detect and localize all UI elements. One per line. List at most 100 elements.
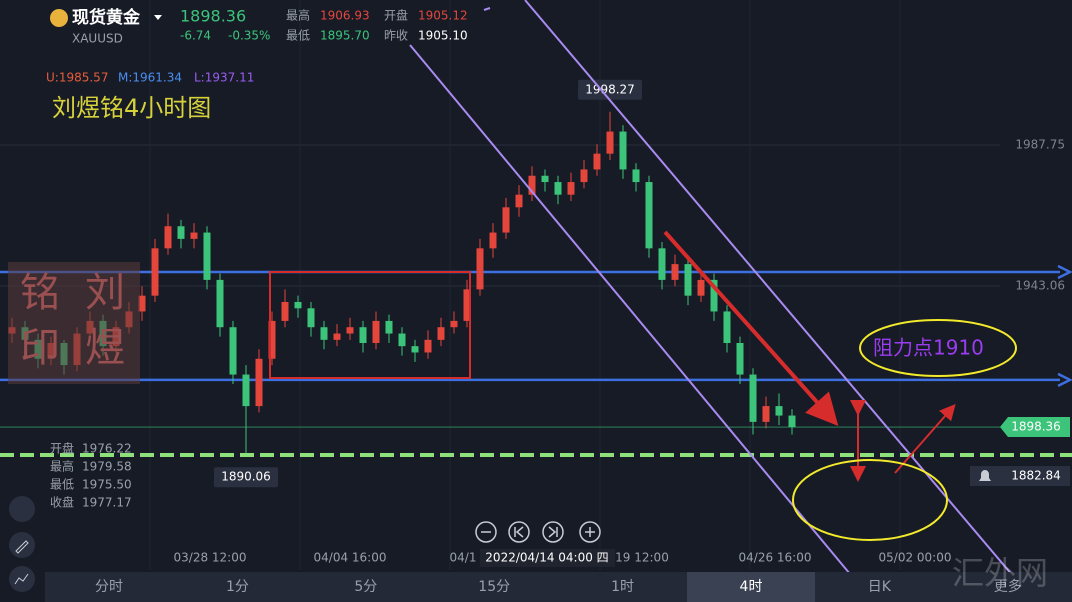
candle-body	[749, 374, 757, 422]
step-back[interactable]	[508, 521, 530, 543]
tab[interactable]: 1分	[226, 579, 249, 595]
stat-value: 1905.12	[418, 9, 468, 23]
stamp-char: 刘	[85, 270, 125, 316]
highlight-ellipse	[859, 319, 1017, 377]
candle-body	[216, 279, 224, 328]
candle-body	[190, 232, 198, 239]
y-tick-label: 1987.75	[1015, 137, 1065, 151]
ohlc-label: 最高	[50, 459, 74, 474]
candle-body	[411, 346, 419, 353]
ohlc-panel: 开盘 1976.22 最高 1979.58 最低 1975.50 收盘 1977…	[50, 441, 132, 510]
candle-body	[723, 311, 731, 343]
ohlc-value: 1977.17	[82, 496, 132, 510]
annotation: 阻力点1910	[873, 336, 984, 360]
crosshair-label-bg	[480, 549, 615, 567]
symbol: XAUUSD	[72, 32, 123, 46]
candle-body	[671, 264, 679, 280]
stat-label: 开盘	[384, 8, 408, 23]
stamp	[8, 262, 140, 384]
stat-value: 1905.10	[418, 29, 468, 43]
dropdown-arrow[interactable]	[154, 15, 162, 20]
candle-body	[658, 248, 666, 280]
tool-indicator[interactable]	[9, 566, 35, 592]
gold-icon	[50, 9, 68, 27]
tab[interactable]: 日K	[868, 579, 892, 595]
candle-body	[632, 169, 640, 183]
candle-body	[528, 175, 536, 195]
arrow	[894, 403, 956, 474]
candle-body	[359, 327, 367, 343]
watermark: 汇外网	[952, 554, 1048, 592]
candle-body	[645, 182, 653, 249]
range-box	[269, 271, 471, 379]
high-label: 1998.27	[585, 82, 635, 96]
candle-body	[333, 333, 341, 340]
tab[interactable]: 4时	[740, 579, 763, 595]
change-pct: -0.35%	[228, 29, 270, 43]
alert-tag[interactable]	[970, 466, 1070, 487]
tool-candles[interactable]	[9, 496, 35, 522]
ohlc-value: 1976.22	[82, 442, 132, 456]
candle-body	[489, 232, 497, 249]
zoom-out[interactable]	[475, 521, 497, 543]
candle-body	[788, 415, 796, 428]
candle-body	[164, 226, 172, 249]
x-tick-label: 04/04 16:00	[314, 551, 387, 565]
playback-controls	[475, 521, 601, 543]
candle-body	[138, 295, 146, 312]
tab-bar: 分时 1分 5分 15分 1时 4时 日K 更多	[45, 572, 1072, 602]
candle-body	[268, 320, 276, 359]
ohlc-value: 1975.50	[82, 478, 132, 492]
candle-body	[502, 207, 510, 233]
tab[interactable]: 15分	[478, 579, 510, 595]
candle-body	[151, 248, 159, 296]
candle-body	[372, 320, 380, 343]
stamp-char: 印	[20, 325, 60, 371]
price: 1898.36	[180, 7, 246, 26]
ohlc-label: 开盘	[50, 441, 74, 456]
ohlc-value: 1979.58	[82, 460, 132, 474]
candle-body	[476, 248, 484, 290]
change: -6.74	[180, 29, 211, 43]
candle-body	[593, 153, 601, 170]
candle-body	[684, 264, 692, 296]
stat-label: 昨收	[384, 29, 408, 43]
low-label: 1890.06	[221, 470, 271, 484]
instrument-name[interactable]: 现货黄金	[72, 7, 141, 28]
last-price: 1898.36	[1011, 420, 1061, 434]
candle-body	[567, 182, 575, 195]
boll-upper: U:1985.57	[46, 71, 108, 85]
candle-body	[242, 374, 250, 407]
tab[interactable]: 5分	[354, 579, 377, 595]
boll-lower: L:1937.11	[194, 71, 254, 85]
ohlc-label: 最低	[50, 478, 74, 492]
tab[interactable]: 1时	[611, 579, 634, 595]
candle-body	[697, 279, 705, 296]
candle-body	[398, 333, 406, 347]
tab-bar-bg	[45, 572, 1072, 602]
candle-body	[515, 194, 523, 208]
boll-middle: M:1961.34	[118, 71, 182, 85]
zoom-in[interactable]	[579, 521, 601, 543]
x-tick-label: 05/02 00:00	[879, 551, 952, 565]
candle-body	[229, 327, 237, 375]
stat-value: 1906.93	[320, 9, 370, 23]
candle-body	[463, 289, 471, 321]
toolbar	[9, 496, 35, 592]
chart-title: 刘煜铭4小时图	[52, 94, 211, 122]
level-arrow	[1057, 264, 1072, 280]
tab[interactable]: 更多	[994, 578, 1022, 595]
ohlc-label: 收盘	[50, 495, 74, 510]
stat-label: 最高	[286, 8, 310, 23]
candle-body	[320, 327, 328, 340]
crosshair-label: 2022/04/14 04:00 四	[485, 551, 608, 565]
high-label-bg	[578, 79, 642, 100]
stat-label: 最低	[286, 29, 310, 43]
candle-body	[255, 358, 263, 407]
bell-icon	[979, 470, 991, 482]
tab[interactable]: 分时	[95, 579, 123, 595]
candle-body	[424, 339, 432, 353]
step-forward[interactable]	[542, 521, 564, 543]
level-arrow	[1057, 372, 1072, 388]
